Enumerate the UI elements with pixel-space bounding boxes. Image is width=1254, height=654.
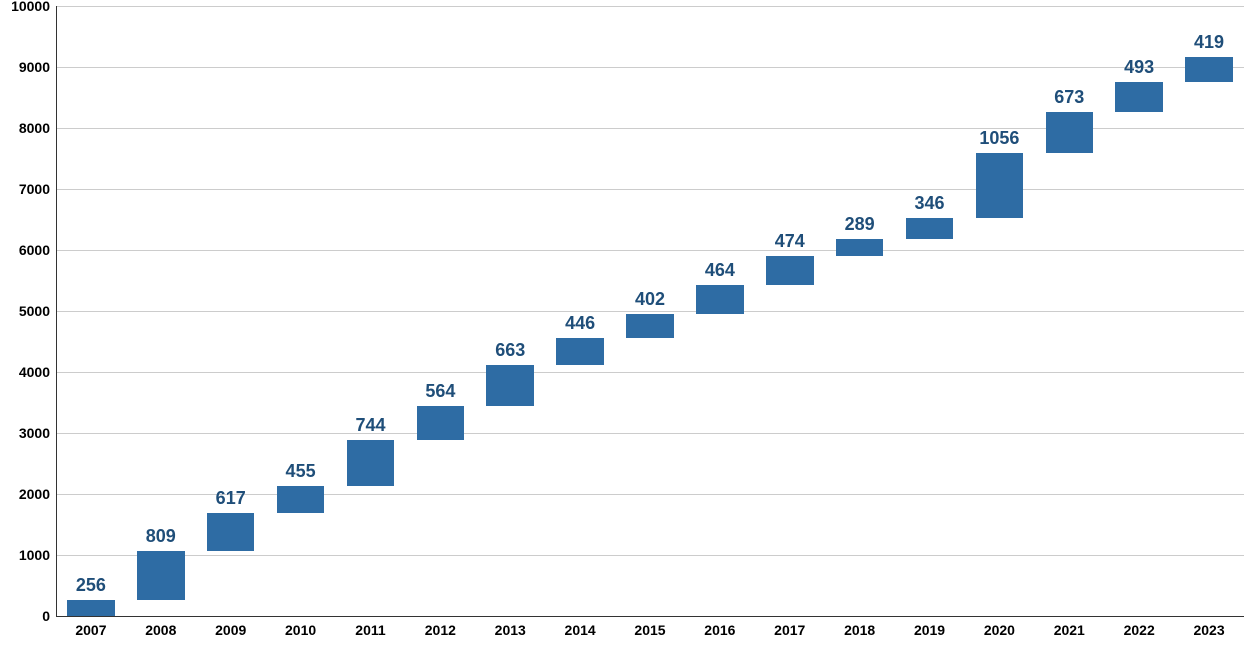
bar-value-label: 617 <box>216 488 246 509</box>
y-tick-label: 6000 <box>19 242 56 258</box>
y-tick-label: 4000 <box>19 364 56 380</box>
y-tick-label: 1000 <box>19 547 56 563</box>
x-tick-label: 2018 <box>844 616 875 638</box>
bar-value-label: 809 <box>146 526 176 547</box>
y-tick-label: 7000 <box>19 181 56 197</box>
x-tick-label: 2016 <box>704 616 735 638</box>
gridline <box>56 6 1244 7</box>
bar-value-label: 744 <box>355 415 385 436</box>
gridline <box>56 67 1244 68</box>
x-tick-label: 2011 <box>355 616 385 638</box>
x-tick-label: 2014 <box>565 616 596 638</box>
x-tick-label: 2012 <box>425 616 456 638</box>
bar-value-label: 346 <box>914 193 944 214</box>
y-axis-line <box>56 6 57 616</box>
bar-value-label: 1056 <box>979 128 1019 149</box>
gridline <box>56 311 1244 312</box>
bar-value-label: 474 <box>775 231 805 252</box>
bar-value-label: 455 <box>286 461 316 482</box>
gridline <box>56 433 1244 434</box>
bar <box>207 513 255 551</box>
y-tick-label: 8000 <box>19 120 56 136</box>
x-tick-label: 2021 <box>1054 616 1085 638</box>
gridline <box>56 250 1244 251</box>
bar-value-label: 663 <box>495 340 525 361</box>
bar <box>976 153 1024 217</box>
bar-value-label: 464 <box>705 260 735 281</box>
x-tick-label: 2019 <box>914 616 945 638</box>
x-tick-label: 2010 <box>285 616 316 638</box>
x-tick-label: 2015 <box>634 616 665 638</box>
x-tick-label: 2009 <box>215 616 246 638</box>
bar <box>67 600 115 616</box>
x-tick-label: 2022 <box>1124 616 1155 638</box>
x-tick-label: 2023 <box>1193 616 1224 638</box>
bar-value-label: 564 <box>425 381 455 402</box>
y-tick-label: 3000 <box>19 425 56 441</box>
bar <box>556 338 604 365</box>
bar <box>137 551 185 600</box>
bar <box>1046 112 1094 153</box>
bar <box>696 285 744 313</box>
plot-area: 0100020003000400050006000700080009000100… <box>56 6 1244 616</box>
y-tick-label: 9000 <box>19 59 56 75</box>
bar-value-label: 289 <box>845 214 875 235</box>
bar <box>626 314 674 339</box>
y-tick-label: 5000 <box>19 303 56 319</box>
x-tick-label: 2017 <box>774 616 805 638</box>
bar-value-label: 256 <box>76 575 106 596</box>
bar <box>277 486 325 514</box>
gridline <box>56 372 1244 373</box>
y-tick-label: 2000 <box>19 486 56 502</box>
bar <box>906 218 954 239</box>
x-tick-label: 2008 <box>145 616 176 638</box>
bar <box>486 365 534 405</box>
waterfall-chart: 0 1000 2000 3000 4000 5000 6000 7000 8000 9000 100… <box>0 0 1254 654</box>
x-tick-label: 2013 <box>495 616 526 638</box>
bar <box>417 406 465 440</box>
bar <box>347 440 395 485</box>
bar <box>766 256 814 285</box>
y-tick-label: 0 <box>42 608 56 624</box>
gridline <box>56 555 1244 556</box>
gridline <box>56 189 1244 190</box>
bar-value-label: 673 <box>1054 87 1084 108</box>
bar-value-label: 493 <box>1124 57 1154 78</box>
bar <box>836 239 884 257</box>
bar-value-label: 402 <box>635 289 665 310</box>
x-tick-label: 2007 <box>75 616 106 638</box>
bar-value-label: 419 <box>1194 32 1224 53</box>
bar <box>1185 57 1233 83</box>
bar-value-label: 446 <box>565 313 595 334</box>
bar <box>1115 82 1163 112</box>
x-tick-label: 2020 <box>984 616 1015 638</box>
y-tick-label: 10000 <box>11 0 56 14</box>
